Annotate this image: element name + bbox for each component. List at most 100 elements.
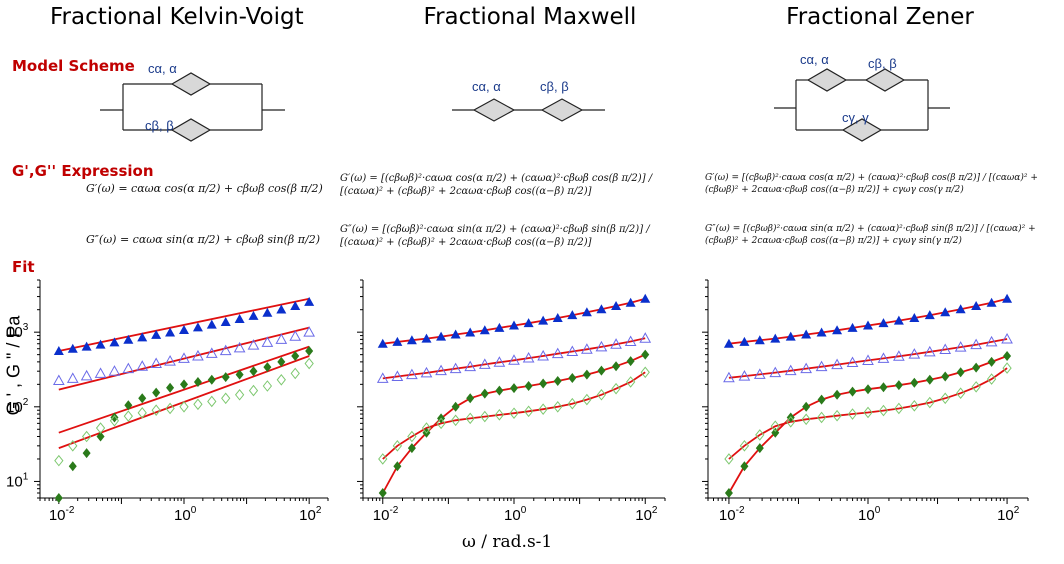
storage-point xyxy=(262,307,273,317)
loss-point xyxy=(582,369,591,380)
storage-open-point xyxy=(136,360,149,371)
loss-open-point xyxy=(909,400,919,412)
y-axis-label: G ' , G " / Pa xyxy=(3,315,24,416)
storage-point xyxy=(436,331,447,341)
storage-point xyxy=(801,329,812,339)
loss-point xyxy=(724,488,733,499)
loss-open-point xyxy=(553,401,563,413)
storage-open-point xyxy=(522,352,535,363)
loss-point xyxy=(771,427,780,438)
loss-open-point xyxy=(640,366,650,379)
loss-open-point xyxy=(207,395,217,408)
fit-line xyxy=(728,338,1008,379)
loss-open-point xyxy=(123,410,133,422)
storage-open-point xyxy=(247,339,260,350)
loss-open-point xyxy=(832,409,842,422)
storage-point xyxy=(304,296,315,306)
x-tick-label: 100 xyxy=(174,505,197,524)
storage-point xyxy=(494,322,505,332)
loss-point xyxy=(553,375,562,386)
maxwell-loss-formula: G″(ω) = [(cβωβ)²·cαωα sin(α π/2) + (cαωα… xyxy=(340,224,650,248)
storage-open-point xyxy=(164,355,176,366)
storage-point xyxy=(290,301,301,311)
storage-point xyxy=(625,297,636,307)
loss-open-point xyxy=(596,388,607,401)
storage-open-point xyxy=(178,352,190,363)
title-maxwell: Fractional Maxwell xyxy=(423,4,637,30)
storage-point xyxy=(53,345,64,355)
loss-open-point xyxy=(276,374,286,386)
storage-point xyxy=(523,318,534,328)
loss-point xyxy=(626,356,635,367)
loss-open-point xyxy=(940,392,950,405)
loss-open-point xyxy=(151,404,161,417)
loss-point xyxy=(480,388,489,399)
loss-point xyxy=(817,394,826,405)
title-kelvin-voigt: Fractional Kelvin-Voigt xyxy=(50,4,304,30)
loss-point xyxy=(524,381,533,392)
storage-open-point xyxy=(391,370,404,381)
kv-label-top: cα, α xyxy=(148,61,177,76)
storage-open-point xyxy=(52,374,65,386)
storage-open-point xyxy=(464,360,477,372)
storage-open-point xyxy=(624,335,637,346)
loss-point xyxy=(956,367,965,378)
storage-open-point xyxy=(800,362,813,374)
loss-open-point xyxy=(304,357,314,370)
loss-open-point xyxy=(234,388,245,401)
loss-point xyxy=(138,393,147,404)
loss-open-point xyxy=(68,440,78,452)
loss-point xyxy=(407,443,416,454)
loss-open-point xyxy=(986,373,997,385)
loss-point xyxy=(180,379,188,390)
fit-line xyxy=(382,337,646,380)
loss-point xyxy=(568,373,577,384)
loss-open-point xyxy=(436,417,446,430)
storage-open-point xyxy=(893,350,905,361)
loss-open-point xyxy=(421,422,432,434)
storage-point xyxy=(581,307,592,317)
storage-open-point xyxy=(233,341,246,353)
storage-open-point xyxy=(723,371,735,383)
storage-open-point xyxy=(862,354,874,365)
loss-open-point xyxy=(221,392,231,405)
fit-line xyxy=(728,367,1008,460)
maxwell-scheme xyxy=(452,98,605,122)
storage-point xyxy=(878,318,889,328)
storage-open-point xyxy=(435,364,447,376)
loss-point xyxy=(597,365,606,376)
loss-point xyxy=(291,350,300,361)
storage-open-point xyxy=(376,372,389,383)
loss-point xyxy=(451,401,460,412)
storage-open-point xyxy=(508,354,520,365)
loss-open-point xyxy=(480,410,490,423)
storage-point xyxy=(739,336,750,346)
row-label-expression: G',G'' Expression xyxy=(12,162,154,180)
storage-open-point xyxy=(815,360,828,372)
storage-point xyxy=(465,327,476,337)
loss-point xyxy=(833,389,842,400)
storage-open-point xyxy=(150,357,163,369)
storage-point xyxy=(723,338,734,348)
storage-point xyxy=(479,325,490,335)
loss-point xyxy=(110,412,119,423)
loss-open-point xyxy=(378,453,388,465)
loss-open-point xyxy=(95,422,106,434)
fit-line xyxy=(58,345,310,434)
fit-line xyxy=(58,297,310,352)
storage-open-point xyxy=(846,356,859,368)
loss-open-point xyxy=(81,430,92,443)
storage-open-point xyxy=(566,345,579,357)
loss-open-point xyxy=(971,381,981,393)
storage-point xyxy=(95,339,106,349)
storage-open-point xyxy=(449,362,462,374)
storage-open-point xyxy=(877,352,890,363)
loss-point xyxy=(879,382,888,393)
chart-panel-3: 10-2 100 102 xyxy=(702,279,1029,524)
x-tick-label: 10-2 xyxy=(719,505,745,524)
storage-open-point xyxy=(610,338,622,349)
maxwell-storage-formula: G′(ω) = [(cβωβ)²·cαωα cos(α π/2) + (cαωα… xyxy=(340,173,653,197)
storage-open-point xyxy=(923,345,936,357)
loss-point xyxy=(68,461,77,472)
